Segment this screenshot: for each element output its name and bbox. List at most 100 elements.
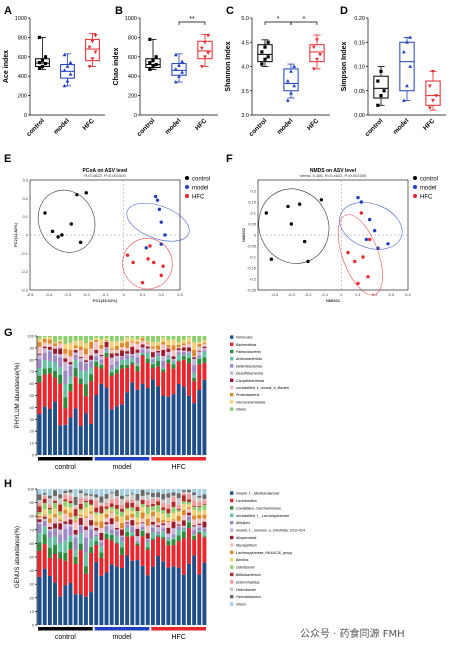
group-label-control: control [55, 634, 76, 641]
bar-segment-Proteobacteria [202, 342, 207, 344]
bar-segment-Helicobacter [53, 496, 57, 500]
bar-segment-Bacteroidota [37, 382, 42, 415]
bar-segment-Lactobacillus [202, 537, 207, 563]
bar-segment-Patescibacteria [161, 369, 166, 373]
bar-segment-Patescibacteria [150, 364, 155, 369]
y-axis-label: Ace index [3, 50, 10, 83]
legend-swatch [230, 602, 234, 606]
data-point-control [382, 89, 386, 93]
bar-segment-Firmicutes [140, 383, 145, 455]
legend-label: Enterorhabdus [236, 580, 260, 584]
bar-segment-Odoribacter [114, 508, 119, 515]
bar-segment-Bacteroidota [63, 408, 68, 425]
data-point-model [173, 67, 178, 71]
bar-segment-Enterorhabdus [156, 498, 161, 502]
panel-label-b: B [115, 5, 123, 17]
bar-segment-Verrucomicrobiota [89, 340, 94, 342]
bar-segment-others [83, 336, 88, 344]
bar-segment-Campilobacterota [94, 349, 99, 354]
data-point-control [269, 257, 274, 261]
bar-segment-Allistipes [99, 542, 104, 547]
bar-segment-norank_f__ruminoc_o_Clostridia_UCG-014 [202, 527, 207, 529]
legend-label: Patescibacteria [236, 350, 261, 354]
bar-segment-unclassified_f__Lachnospiraceae [109, 533, 114, 535]
bar-segment-Patescibacteria [202, 357, 207, 363]
bar-segment-norank_f__ruminoc_o_Clostridia_UCG-014 [42, 518, 47, 521]
bar-segment-Candidatus_Saccharimonas [47, 547, 52, 558]
bar-segment-Helicobacter [94, 497, 99, 501]
bar-segment-Bacteroidota [73, 376, 78, 409]
bar-segment-Bifidobacterium [192, 505, 197, 507]
bar-segment-Firmicutes [202, 379, 207, 455]
x-tick-label: -0.5 [27, 292, 35, 297]
bar-segment-Actinobacteriota [171, 361, 176, 365]
bar-segment-norank_f__ruminoc_o_Clostridia_UCG-014 [187, 515, 191, 517]
y-axis-label: Simpson Index [341, 42, 348, 92]
bar-segment-Actinobacteriota [53, 362, 57, 372]
data-point-HFC [431, 99, 435, 103]
bar-segment-Verrucomicrobiota [37, 338, 42, 343]
bar-segment-Candidatus_Saccharimonas [83, 566, 88, 574]
bar-segment-Actinobacteriota [99, 363, 104, 366]
data-point-model [177, 74, 181, 78]
bar-segment-norank_f__ruminoc_o_Clostridia_UCG-014 [125, 523, 130, 525]
bar-segment-Deferribacterota [135, 357, 140, 364]
bar-segment-Odoribacter [125, 508, 130, 510]
y-tick-label: 50 [30, 393, 35, 398]
x-tick-label: -0.3 [64, 292, 72, 297]
data-point-model [405, 40, 409, 44]
bar-segment-Bifidobacterium [130, 502, 135, 508]
bar-segment-Odoribacter [187, 502, 191, 505]
data-point-control [260, 62, 264, 66]
group-label-HFC: HFC [171, 464, 185, 471]
bar-segment-Patescibacteria [53, 371, 57, 378]
bar-segment-Bacillus [120, 516, 124, 524]
x-tick-label: -0.1 [321, 292, 329, 297]
bar-segment-others [104, 336, 109, 339]
bar-segment-Actinobacteriota [83, 371, 88, 385]
bar-segment-others [140, 336, 145, 338]
bar-segment-Patescibacteria [145, 358, 150, 364]
data-point-control [148, 67, 152, 72]
bar-segment-Lachnospiraceae_NK4A136_group [104, 513, 109, 518]
bar-segment-Bacillus [53, 508, 57, 515]
y-tick-label: 0.05 [354, 89, 365, 95]
bar-segment-Candidatus_Saccharimonas [125, 532, 130, 537]
y-tick-label: 600 [18, 55, 27, 61]
bar-segment-Odoribacter [130, 507, 135, 512]
bar-segment-Faecalibaculum [145, 492, 150, 495]
bar-segment-Deferribacterota [83, 363, 88, 372]
data-point-HFC [203, 55, 207, 59]
bar-segment-Candidatus_Saccharimonas [176, 535, 181, 542]
data-point-HFC [148, 244, 152, 248]
bar-segment-Deferribacterota [171, 360, 176, 362]
data-point-HFC [318, 52, 323, 57]
bar-segment-Helicobacter [73, 504, 78, 508]
bar-segment-norank_f__Muribaculaceae [125, 555, 130, 625]
bar-segment-Allistipes [202, 528, 207, 532]
bar-segment-Candidatus_Saccharimonas [130, 535, 135, 537]
bar-segment-norank_f__Muribaculaceae [176, 567, 181, 625]
bar-segment-Helicobacter [192, 495, 197, 501]
bar-segment-Faecalibaculum [130, 493, 135, 495]
bar-segment-Allopevotella [161, 523, 166, 526]
bar-segment-unclassified_f__Lachnospiraceae [37, 533, 42, 543]
bar-segment-Mucispirillum [181, 515, 186, 521]
bar-segment-Proteobacteria [99, 344, 104, 349]
x-tick-label: -0.1 [102, 292, 110, 297]
significance-label: * [277, 16, 280, 23]
chart-subtitle: R=0.4622, P=0.001000 [84, 173, 126, 178]
bar-segment-norank_f__Muribaculaceae [150, 566, 155, 625]
legend-swatch [230, 491, 234, 495]
bar-segment-Proteobacteria [53, 343, 57, 346]
bar-segment-Proteobacteria [120, 343, 124, 348]
data-point-control [43, 61, 48, 66]
bar-segment-Allistipes [94, 534, 99, 537]
bar-segment-Lactobacillus [197, 533, 202, 575]
bar-segment-Faecalibaculum [166, 493, 171, 498]
bar-segment-Allistipes [145, 540, 150, 542]
bar-segment-norank_f__ruminoc_o_Clostridia_UCG-014 [166, 533, 171, 538]
legend-swatch [230, 558, 234, 562]
bar-segment-Faecalibaculum [161, 493, 166, 500]
bar-segment-Campilobacterota [37, 353, 42, 355]
